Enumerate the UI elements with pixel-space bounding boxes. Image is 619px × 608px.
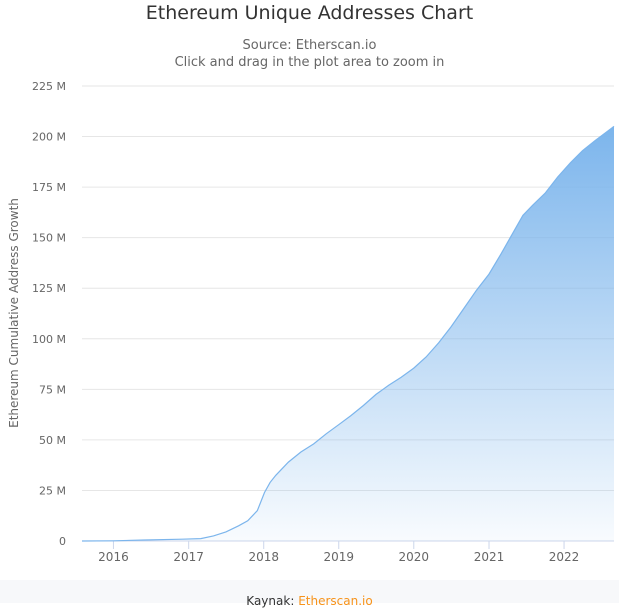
x-tick-label: 2018 — [248, 550, 279, 564]
y-tick-label: 175 M — [32, 181, 66, 194]
footer-text: Kaynak: Etherscan.io — [0, 594, 619, 608]
x-tick-label: 2017 — [173, 550, 204, 564]
y-tick-label: 75 M — [39, 383, 66, 396]
footer-prefix: Kaynak: — [246, 594, 299, 608]
chart-title: Ethereum Unique Addresses Chart — [145, 2, 474, 24]
series-line[interactable] — [81, 125, 615, 542]
y-tick-label: 0 — [59, 535, 66, 548]
y-tick-label: 125 M — [32, 282, 66, 295]
y-tick-label: 50 M — [39, 434, 66, 447]
chart-canvas[interactable]: 0 25 M 50 M 75 M 100 M 125 M 150 M 175 M 200 M 22… — [0, 0, 619, 580]
y-tick-label: 200 M — [32, 131, 66, 144]
footer: Kaynak: Etherscan.io — [0, 580, 619, 608]
x-tick-label: 2021 — [474, 550, 505, 564]
zoom-hint: Click and drag in the plot area to zoom … — [174, 55, 445, 70]
x-tick-label: 2022 — [549, 550, 580, 564]
y-tick-label: 25 M — [39, 484, 66, 497]
x-tick-label: 2020 — [399, 550, 430, 564]
y-tick-label: 100 M — [32, 333, 66, 346]
y-axis-label: Ethereum Cumulative Address Growth — [7, 198, 21, 428]
x-tick-label: 2019 — [323, 550, 354, 564]
y-tick-label: 225 M — [32, 80, 66, 93]
footer-source-link[interactable]: Etherscan.io — [298, 594, 373, 608]
chart-subtitle: Source: Etherscan.io — [242, 38, 377, 53]
y-tick-label: 150 M — [32, 232, 66, 245]
series-area — [82, 126, 614, 542]
x-tick-label: 2016 — [98, 550, 129, 564]
